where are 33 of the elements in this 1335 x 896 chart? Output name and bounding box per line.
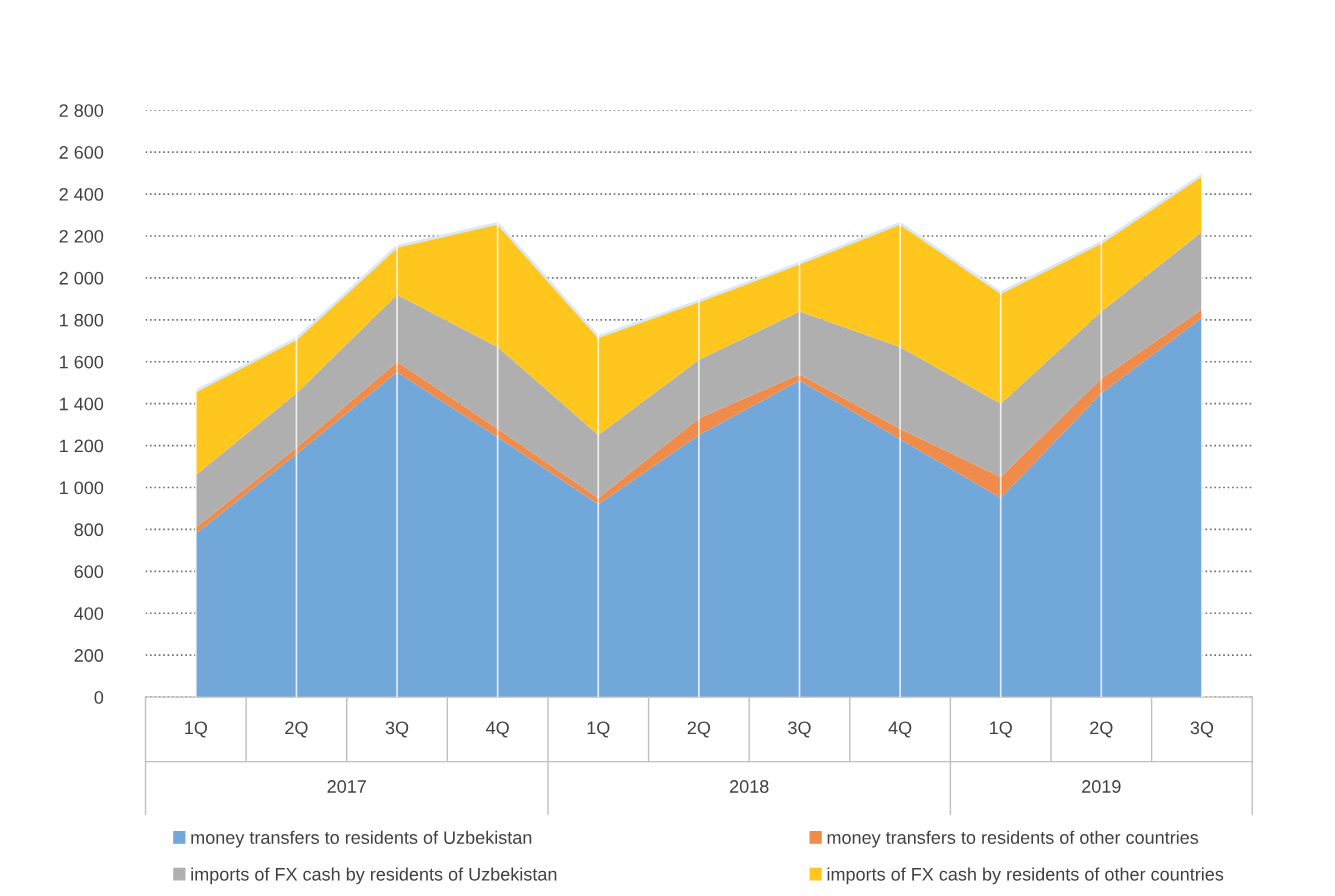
x-tick-label: 4Q xyxy=(888,721,912,738)
y-tick-label: 1 400 xyxy=(60,397,104,411)
legend-label: imports of FX cash by residents of other countries xyxy=(827,867,1224,885)
y-tick-label: 1 200 xyxy=(60,439,104,453)
y-tick-label: 2 400 xyxy=(59,187,104,201)
y-tick-label: 2 200 xyxy=(59,229,104,243)
text: 2019 xyxy=(1082,780,1121,793)
y-tick-label: 2 600 xyxy=(59,146,104,159)
x-tick-label: 3Q xyxy=(1190,721,1214,738)
x-tick-label: 2Q xyxy=(687,721,711,738)
x-tick-label: 1Q xyxy=(185,721,207,738)
x-tick-label: 2Q xyxy=(1090,721,1113,738)
legend-label: money transfers to residents of Uzbekistan xyxy=(191,830,532,848)
y-tick-label: 1 600 xyxy=(60,355,104,369)
x-tick-label: 3Q xyxy=(788,721,811,738)
y-tick-label: 600 xyxy=(74,565,104,579)
y-tick-label: 2 800 xyxy=(59,104,104,117)
y-tick-label: 1 800 xyxy=(60,313,104,327)
x-tick-label: 1Q xyxy=(990,721,1012,738)
y-tick-label: 800 xyxy=(74,523,104,537)
x-tick-label: 2Q xyxy=(285,721,308,738)
x-tick-label: 4Q xyxy=(486,721,509,738)
legend-label: money transfers to residents of other countries xyxy=(827,830,1199,848)
text: 2018 xyxy=(730,780,769,793)
y-tick-label: 1 000 xyxy=(60,481,104,495)
x-tick-label: 3Q xyxy=(385,721,409,738)
y-tick-label: 0 xyxy=(94,691,104,704)
y-tick-label: 200 xyxy=(74,649,104,662)
text: 2017 xyxy=(327,780,366,793)
y-tick-label: 400 xyxy=(74,607,104,620)
legend-label: imports of FX cash by residents of Uzbekistan xyxy=(191,867,557,885)
y-tick-label: 2 000 xyxy=(59,271,104,285)
x-tick-label: 1Q xyxy=(587,721,610,738)
